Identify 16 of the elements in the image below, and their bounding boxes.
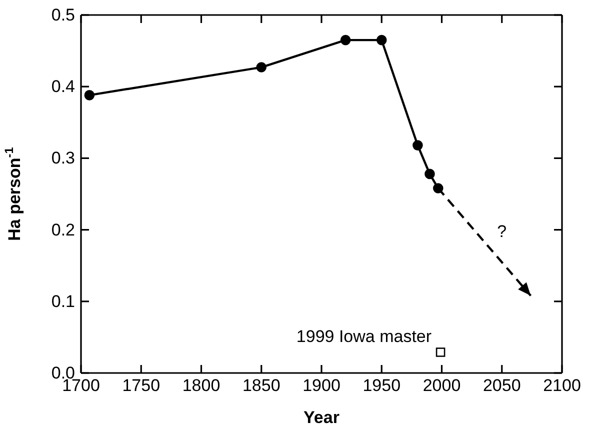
x-tick-label: 2000: [422, 376, 461, 396]
annotation: 1999 Iowa master: [296, 327, 432, 346]
x-axis-title: Year: [304, 408, 340, 427]
x-tick-label: 2050: [482, 376, 521, 396]
y-tick-label: 0.1: [51, 292, 75, 311]
x-tick-label: 1750: [122, 376, 160, 396]
y-tick-label: 0.4: [51, 77, 75, 96]
x-tick-label: 1900: [302, 376, 340, 396]
y-tick-label: 0.3: [51, 148, 75, 168]
x-tick-label: 1950: [362, 376, 401, 396]
annotation: ?: [497, 222, 507, 241]
y-tick-label: 0.2: [51, 220, 75, 240]
x-tick-label: 1800: [182, 376, 220, 396]
x-tick-label: 2100: [543, 376, 581, 396]
y-tick-label: 0.5: [51, 5, 75, 24]
x-tick-label: 1850: [242, 376, 280, 396]
